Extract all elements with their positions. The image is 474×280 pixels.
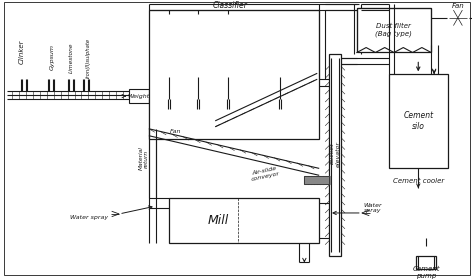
Text: Limestone: Limestone — [69, 42, 74, 73]
Bar — [304, 176, 329, 184]
Bar — [322, 176, 324, 184]
Ellipse shape — [162, 198, 175, 243]
Polygon shape — [266, 14, 293, 48]
Bar — [149, 10, 319, 139]
Bar — [389, 74, 448, 168]
Text: Air-slide
conveyor: Air-slide conveyor — [249, 165, 280, 182]
Text: Water
spray: Water spray — [364, 203, 383, 213]
Text: Cement
silo: Cement silo — [403, 111, 433, 130]
Text: Dust filter
(Bag type): Dust filter (Bag type) — [375, 23, 412, 36]
Text: Classifier: Classifier — [213, 1, 247, 10]
Ellipse shape — [312, 198, 326, 243]
Circle shape — [329, 246, 341, 258]
Polygon shape — [406, 246, 446, 256]
Circle shape — [418, 255, 434, 270]
Bar — [304, 176, 306, 184]
Circle shape — [329, 52, 341, 64]
Text: Fan: Fan — [452, 3, 464, 9]
Text: Material
return: Material return — [138, 146, 149, 171]
Polygon shape — [7, 28, 40, 79]
Polygon shape — [184, 14, 212, 48]
Bar — [328, 176, 330, 184]
Bar — [319, 176, 321, 184]
Bar — [310, 176, 312, 184]
Circle shape — [447, 7, 469, 29]
Text: Gypsum: Gypsum — [49, 45, 54, 71]
Bar — [316, 176, 318, 184]
Polygon shape — [155, 14, 182, 48]
Circle shape — [277, 71, 283, 77]
Bar — [329, 55, 341, 256]
Text: Cement cooler: Cement cooler — [392, 178, 444, 184]
Text: Mill: Mill — [208, 214, 229, 227]
Bar — [416, 256, 436, 269]
Bar — [325, 176, 327, 184]
Text: Bucket
elevator: Bucket elevator — [329, 141, 340, 167]
Polygon shape — [43, 38, 60, 79]
Polygon shape — [163, 48, 174, 71]
Polygon shape — [214, 14, 242, 48]
Circle shape — [352, 50, 362, 59]
Bar — [169, 198, 319, 243]
Circle shape — [225, 71, 231, 77]
Polygon shape — [80, 38, 93, 79]
Text: Water spray: Water spray — [70, 215, 108, 220]
Bar — [357, 8, 431, 52]
Bar — [129, 89, 149, 103]
Circle shape — [166, 71, 172, 77]
Circle shape — [329, 246, 341, 258]
Circle shape — [166, 109, 185, 129]
Polygon shape — [63, 38, 78, 79]
Text: Weight: Weight — [128, 94, 150, 99]
Text: Cement
pump: Cement pump — [412, 266, 440, 279]
Polygon shape — [273, 48, 285, 71]
Polygon shape — [381, 188, 446, 238]
Bar — [307, 176, 310, 184]
Text: Iron(II)sulphate: Iron(II)sulphate — [86, 38, 91, 78]
Circle shape — [195, 71, 201, 77]
Bar — [313, 176, 315, 184]
Text: Fan: Fan — [170, 129, 182, 134]
Text: Clinker: Clinker — [19, 39, 25, 64]
Polygon shape — [192, 48, 204, 71]
Polygon shape — [222, 48, 234, 71]
